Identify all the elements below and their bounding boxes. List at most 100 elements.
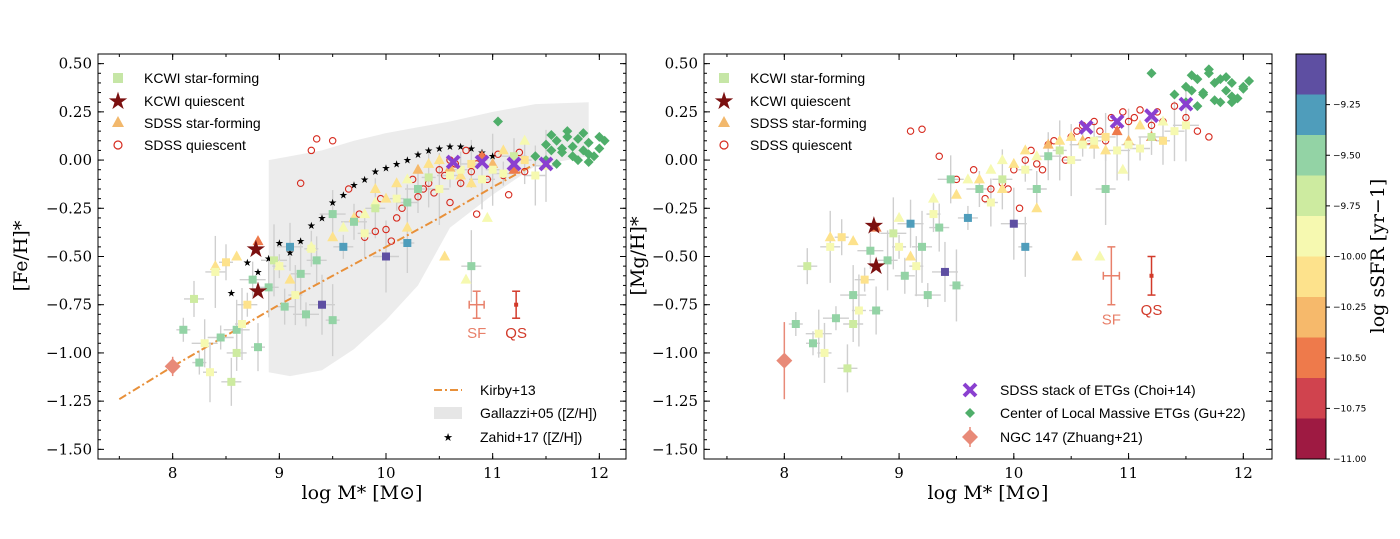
sdss-quiescent-point <box>1015 204 1024 213</box>
sdss-quiescent-point <box>1021 156 1030 164</box>
kcwi-star-forming-point <box>1124 140 1133 149</box>
gu-point <box>594 143 605 154</box>
sdss-star-forming-point <box>1157 115 1169 126</box>
kcwi-quiescent-point: ★ <box>247 277 269 305</box>
kcwi-star-forming-point <box>446 171 454 180</box>
sdss-quiescent-point <box>382 225 390 234</box>
sdss-star-forming-point <box>1100 144 1112 155</box>
sdss-quiescent-point <box>1096 127 1104 135</box>
kcwi-star-forming-point <box>307 244 316 253</box>
choi-point <box>445 154 461 170</box>
legend-label: SDSS quiescent <box>750 137 852 153</box>
sdss-star-forming-point <box>927 192 939 203</box>
ticks-fe-h: 8 9 10 11 12 0.50 0.25 0.00 −0.25 −0.50 −0.75 −1.00… <box>46 54 626 482</box>
sdss-quiescent-point <box>467 167 476 176</box>
kcwi-star-forming-point <box>1113 146 1122 155</box>
kcwi-star-forming-point <box>929 210 938 219</box>
kcwi-star-forming-point <box>803 262 812 271</box>
kcwi-star-forming-point <box>831 314 840 323</box>
sdss-star-forming-point <box>1094 250 1106 261</box>
ngc147-point <box>164 358 181 375</box>
gu-point <box>1186 85 1197 96</box>
legend-label: KCWI quiescent <box>750 93 850 109</box>
kcwi-star-forming-point <box>414 185 422 193</box>
choi-point <box>538 156 554 172</box>
kcwi-star-forming-point <box>328 316 337 325</box>
sdss-quiescent-point <box>1130 113 1139 122</box>
sdss-quiescent-point <box>1136 106 1144 114</box>
gallazzi-band <box>268 102 589 377</box>
kcwi-star-forming-point <box>238 320 246 328</box>
sdss-quiescent-point <box>1182 113 1190 122</box>
choi-point <box>1109 114 1125 129</box>
sdss-quiescent-point <box>1124 117 1133 126</box>
legend-marker-kcwi-q: ★ <box>107 87 129 115</box>
sdss-quiescent-point <box>1205 133 1213 141</box>
legend-marker-ngc147 <box>962 429 978 445</box>
legend-label: Zahid+17 ([Z/H]) <box>480 429 582 445</box>
gu-point <box>546 145 557 156</box>
legend-label: Kirby+13 <box>480 382 536 398</box>
kcwi-star-forming-point <box>478 175 486 184</box>
typical-error-label: SF <box>467 325 486 342</box>
sdss-star-forming-point <box>1031 150 1043 161</box>
gu-point <box>583 157 594 167</box>
colorbar-band <box>1296 297 1326 338</box>
sdss-star-forming-point <box>847 235 859 246</box>
kcwi-star-forming-point <box>883 256 892 265</box>
gu-point <box>1146 68 1157 79</box>
legend-marker-kcwi-q: ★ <box>713 87 735 115</box>
colorbar-tick-label: −9.50 <box>1333 151 1361 161</box>
kcwi-star-forming-point <box>1067 156 1076 165</box>
colorbar-band <box>1296 337 1326 378</box>
sdss-quiescent-point <box>918 125 926 133</box>
kcwi-star-forming-point <box>940 267 949 276</box>
kcwi-star-forming-point <box>849 291 858 300</box>
x-axis-label: log M* [M⊙] <box>302 482 423 504</box>
zahid-point: ★ <box>360 175 369 186</box>
kcwi-star-forming-point <box>872 306 881 315</box>
kcwi-star-forming-point <box>403 239 412 247</box>
kcwi-star-forming-point <box>1009 219 1018 228</box>
sdss-quiescent-point <box>456 179 465 187</box>
choi-stroke <box>1109 114 1125 129</box>
zahid-point: ★ <box>264 254 273 265</box>
kcwi-star-forming-point <box>1044 152 1053 161</box>
kcwi-star-forming-point <box>1055 146 1064 155</box>
choi-stroke <box>474 154 490 170</box>
sdss-star-forming-point <box>996 154 1008 165</box>
sdss-star-forming-point <box>359 208 371 219</box>
colorbar-band <box>1296 216 1326 257</box>
legend-label: SDSS star-forming <box>144 115 261 131</box>
sdss-star-forming-point <box>439 250 451 261</box>
sdss-quiescent-point <box>392 214 401 222</box>
sdss-star-forming-point <box>401 173 413 184</box>
gu-point <box>1226 91 1237 102</box>
legend-marker-choi <box>962 382 978 398</box>
sdss-star-forming-point <box>973 173 985 184</box>
sdss-star-forming-point <box>1031 202 1043 213</box>
kcwi-star-forming-point <box>946 175 955 184</box>
kcwi-star-forming-point <box>510 152 518 161</box>
legend-marker-gu <box>965 408 975 418</box>
y-tick-label: −0.50 <box>652 248 698 266</box>
kcwi-star-forming-point <box>1136 144 1145 153</box>
y-tick-label: −1.25 <box>652 392 698 410</box>
sdss-star-forming-point <box>1019 144 1031 155</box>
kcwi-star-forming-point <box>424 173 433 182</box>
typical-error-label: QS <box>1141 302 1163 319</box>
kcwi-star-forming-point <box>531 171 540 180</box>
choi-stroke <box>445 154 461 170</box>
colorbar-label: log sSFR [yr−1] <box>1367 179 1389 334</box>
kcwi-star-forming-point <box>360 229 369 238</box>
y-tick-label: −1.00 <box>46 344 92 362</box>
y-axis-label: [Fe/H]* <box>10 220 32 291</box>
kcwi-star-forming-point <box>488 165 497 174</box>
y-tick-label: −0.75 <box>652 296 698 314</box>
legend-label: SDSS stack of ETGs (Choi+14) <box>1000 382 1196 398</box>
kcwi-star-forming-point <box>403 198 412 207</box>
sdss-star-forming-point <box>1071 250 1083 261</box>
y-tick-label: −0.25 <box>652 199 698 217</box>
sdss-star-forming-point <box>455 169 467 180</box>
